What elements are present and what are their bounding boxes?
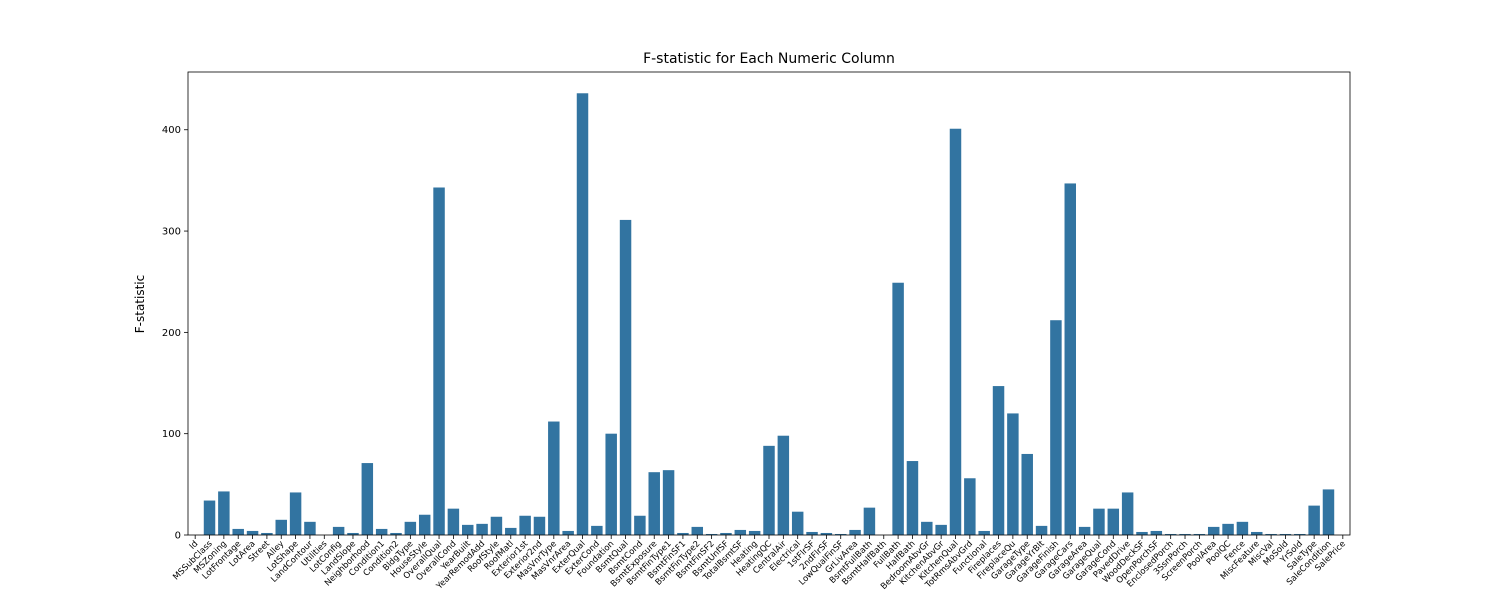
bar	[720, 532, 732, 535]
bar	[806, 531, 818, 535]
bar	[533, 516, 546, 535]
bar	[1322, 489, 1335, 535]
bar	[591, 525, 603, 535]
bar	[791, 511, 804, 535]
bar	[476, 523, 488, 535]
bar	[1251, 531, 1263, 535]
bar	[662, 470, 675, 535]
bar	[1265, 533, 1277, 535]
bar	[332, 526, 345, 535]
bar	[992, 386, 1005, 535]
bar	[1136, 531, 1148, 535]
bar	[375, 528, 388, 535]
bar	[418, 514, 431, 535]
bar	[949, 128, 962, 535]
bar	[734, 529, 747, 535]
bar	[1107, 508, 1120, 535]
bar	[978, 530, 990, 535]
bar	[261, 532, 273, 535]
bar	[921, 521, 933, 535]
bar	[748, 530, 761, 535]
bar	[1279, 533, 1292, 535]
bar	[691, 526, 704, 535]
bar	[505, 527, 517, 535]
bar	[246, 530, 259, 535]
bar	[1021, 453, 1033, 535]
bar	[519, 515, 531, 535]
bar	[275, 519, 287, 535]
bar	[605, 433, 617, 535]
bar	[863, 507, 876, 535]
bar	[404, 521, 417, 535]
bar	[705, 533, 718, 535]
bar	[1035, 525, 1048, 535]
bar	[964, 478, 976, 535]
bar	[490, 516, 503, 535]
bar	[1236, 521, 1249, 535]
bar	[1294, 533, 1306, 535]
bar	[619, 219, 632, 535]
bar	[390, 532, 402, 535]
plot-frame	[187, 71, 1351, 536]
bar	[433, 187, 445, 536]
bar	[232, 528, 244, 535]
bar	[1050, 320, 1062, 535]
bar	[304, 521, 316, 535]
bar	[634, 515, 646, 535]
bar	[834, 533, 847, 535]
y-tick-label: 200	[162, 328, 181, 339]
bar	[1093, 508, 1105, 535]
bar	[763, 445, 775, 535]
bar	[1193, 533, 1206, 535]
chart-title: F-statistic for Each Numeric Column	[643, 51, 895, 67]
bar	[462, 524, 474, 535]
bar	[648, 472, 660, 535]
bar	[935, 524, 947, 535]
bar	[892, 282, 904, 535]
y-axis-label: F-statistic	[133, 275, 147, 333]
bar	[1308, 505, 1320, 535]
bar	[1121, 492, 1134, 535]
y-tick-label: 100	[162, 429, 181, 440]
bar	[1078, 526, 1091, 535]
bar	[218, 491, 230, 535]
bar	[906, 461, 919, 535]
bar	[447, 508, 460, 535]
bar	[347, 532, 359, 535]
bar	[1179, 533, 1191, 535]
bar	[1007, 413, 1019, 535]
bar	[1222, 523, 1234, 535]
bar	[1150, 530, 1163, 535]
bar	[1064, 183, 1076, 535]
bar	[289, 492, 302, 535]
bar	[1164, 533, 1177, 535]
bar	[777, 435, 790, 535]
bar	[849, 529, 861, 535]
y-tick-label: 0	[175, 531, 181, 542]
bar	[820, 532, 833, 535]
bar	[361, 463, 374, 535]
bar	[576, 93, 589, 536]
bar	[562, 530, 574, 535]
bar	[677, 532, 689, 535]
y-tick-label: 300	[162, 227, 181, 238]
bar	[548, 421, 560, 535]
y-tick-label: 400	[162, 125, 181, 136]
bar	[203, 500, 216, 535]
bar	[1207, 526, 1220, 535]
